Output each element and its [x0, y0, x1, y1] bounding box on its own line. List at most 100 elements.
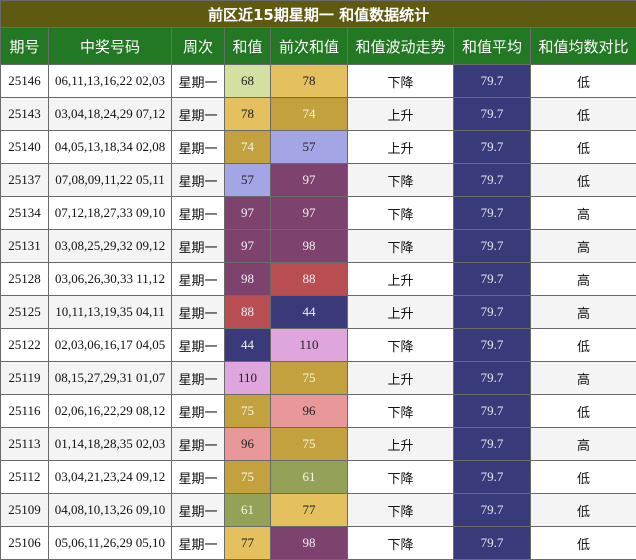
- period-cell: 25146: [1, 65, 49, 98]
- weekday-cell: 星期一: [172, 362, 225, 395]
- previous-sum-cell: 97: [271, 197, 348, 230]
- trend-cell: 上升: [348, 98, 454, 131]
- table-title: 前区近15期星期一 和值数据统计: [1, 1, 636, 28]
- sum-value-cell: 78: [225, 98, 271, 131]
- winning-numbers-cell: 08,15,27,29,31 01,07: [49, 362, 172, 395]
- winning-numbers-cell: 03,08,25,29,32 09,12: [49, 230, 172, 263]
- average-compare-cell: 低: [531, 65, 636, 98]
- header-numbers: 中奖号码: [49, 28, 172, 65]
- previous-sum-cell: 96: [271, 395, 348, 428]
- average-compare-cell: 低: [531, 131, 636, 164]
- sum-value-cell: 74: [225, 131, 271, 164]
- sum-value-cell: 61: [225, 494, 271, 527]
- average-compare-cell: 高: [531, 362, 636, 395]
- average-cell: 79.7: [454, 164, 531, 197]
- trend-cell: 上升: [348, 263, 454, 296]
- period-cell: 25113: [1, 428, 49, 461]
- winning-numbers-cell: 10,11,13,19,35 04,11: [49, 296, 172, 329]
- weekday-cell: 星期一: [172, 329, 225, 362]
- weekday-cell: 星期一: [172, 65, 225, 98]
- sum-value-cell: 68: [225, 65, 271, 98]
- period-cell: 25143: [1, 98, 49, 131]
- average-cell: 79.7: [454, 263, 531, 296]
- average-cell: 79.7: [454, 296, 531, 329]
- average-compare-cell: 低: [531, 527, 636, 560]
- header-compare: 和值均数对比: [531, 28, 636, 65]
- average-compare-cell: 低: [531, 164, 636, 197]
- weekday-cell: 星期一: [172, 527, 225, 560]
- weekday-cell: 星期一: [172, 428, 225, 461]
- period-cell: 25131: [1, 230, 49, 263]
- weekday-cell: 星期一: [172, 131, 225, 164]
- sum-value-cell: 96: [225, 428, 271, 461]
- previous-sum-cell: 57: [271, 131, 348, 164]
- column-header-row: 期号 中奖号码 周次 和值 前次和值 和值波动走势 和值平均 和值均数对比: [1, 28, 636, 65]
- period-cell: 25109: [1, 494, 49, 527]
- header-weekday: 周次: [172, 28, 225, 65]
- winning-numbers-cell: 07,08,09,11,22 05,11: [49, 164, 172, 197]
- trend-cell: 下降: [348, 230, 454, 263]
- sum-value-cell: 57: [225, 164, 271, 197]
- trend-cell: 上升: [348, 296, 454, 329]
- period-cell: 25106: [1, 527, 49, 560]
- period-cell: 25112: [1, 461, 49, 494]
- winning-numbers-cell: 04,05,13,18,34 02,08: [49, 131, 172, 164]
- previous-sum-cell: 61: [271, 461, 348, 494]
- sum-value-cell: 98: [225, 263, 271, 296]
- average-compare-cell: 低: [531, 461, 636, 494]
- sum-value-cell: 75: [225, 461, 271, 494]
- trend-cell: 下降: [348, 395, 454, 428]
- average-compare-cell: 低: [531, 494, 636, 527]
- sum-value-cell: 110: [225, 362, 271, 395]
- previous-sum-cell: 98: [271, 527, 348, 560]
- header-sum: 和值: [225, 28, 271, 65]
- period-cell: 25128: [1, 263, 49, 296]
- winning-numbers-cell: 04,08,10,13,26 09,10: [49, 494, 172, 527]
- weekday-cell: 星期一: [172, 296, 225, 329]
- average-cell: 79.7: [454, 494, 531, 527]
- period-cell: 25140: [1, 131, 49, 164]
- winning-numbers-cell: 03,04,21,23,24 09,12: [49, 461, 172, 494]
- winning-numbers-cell: 03,04,18,24,29 07,12: [49, 98, 172, 131]
- previous-sum-cell: 75: [271, 428, 348, 461]
- trend-cell: 下降: [348, 197, 454, 230]
- average-cell: 79.7: [454, 230, 531, 263]
- period-cell: 25119: [1, 362, 49, 395]
- previous-sum-cell: 74: [271, 98, 348, 131]
- trend-cell: 上升: [348, 428, 454, 461]
- header-period: 期号: [1, 28, 49, 65]
- weekday-cell: 星期一: [172, 230, 225, 263]
- trend-cell: 下降: [348, 461, 454, 494]
- trend-cell: 下降: [348, 329, 454, 362]
- period-cell: 25134: [1, 197, 49, 230]
- previous-sum-cell: 44: [271, 296, 348, 329]
- winning-numbers-cell: 02,06,16,22,29 08,12: [49, 395, 172, 428]
- weekday-cell: 星期一: [172, 395, 225, 428]
- average-cell: 79.7: [454, 98, 531, 131]
- average-cell: 79.7: [454, 329, 531, 362]
- average-cell: 79.7: [454, 197, 531, 230]
- average-cell: 79.7: [454, 461, 531, 494]
- header-trend: 和值波动走势: [348, 28, 454, 65]
- weekday-cell: 星期一: [172, 164, 225, 197]
- average-compare-cell: 高: [531, 263, 636, 296]
- period-cell: 25116: [1, 395, 49, 428]
- average-compare-cell: 高: [531, 230, 636, 263]
- winning-numbers-cell: 02,03,06,16,17 04,05: [49, 329, 172, 362]
- previous-sum-cell: 98: [271, 230, 348, 263]
- trend-cell: 下降: [348, 164, 454, 197]
- average-cell: 79.7: [454, 65, 531, 98]
- winning-numbers-cell: 01,14,18,28,35 02,03: [49, 428, 172, 461]
- period-cell: 25137: [1, 164, 49, 197]
- previous-sum-cell: 75: [271, 362, 348, 395]
